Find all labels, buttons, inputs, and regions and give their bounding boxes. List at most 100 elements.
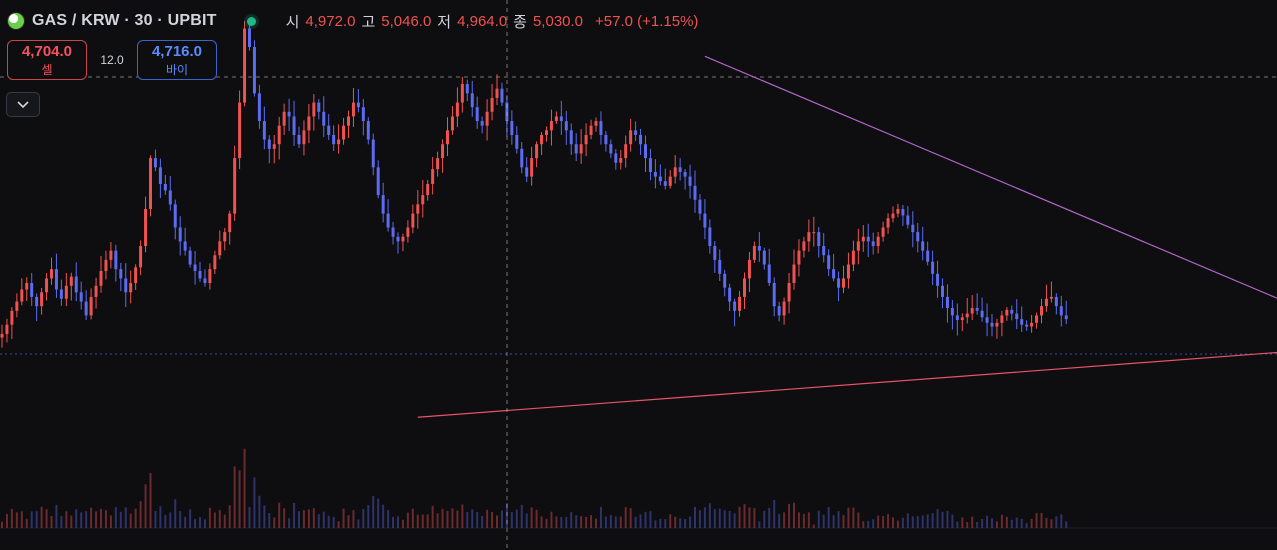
candle-body [876, 236, 880, 247]
volume-bar [416, 514, 419, 528]
volume-bar [50, 515, 53, 528]
candle-body [40, 292, 44, 307]
volume-bar [896, 520, 899, 528]
volume-bar [763, 510, 766, 528]
candle-body [515, 134, 519, 149]
candle-body [945, 296, 949, 309]
volume-bar [892, 517, 894, 528]
buy-button[interactable]: 4,716.0 바이 [137, 40, 217, 80]
candle-body [535, 144, 539, 159]
candle-body [15, 301, 19, 311]
volume-bar [377, 498, 380, 528]
candle-body [238, 102, 242, 159]
candle-body [525, 167, 529, 177]
candle-body [351, 102, 355, 117]
candle-body [104, 259, 108, 271]
volume-bar [332, 516, 335, 528]
open-label: 시 [285, 13, 300, 31]
volume-bar [862, 521, 865, 528]
candle-body [480, 121, 484, 126]
volume-bar [342, 508, 345, 528]
candle-body [5, 324, 9, 334]
volume-bar [520, 504, 523, 528]
candle-body [965, 313, 969, 318]
candle-body [84, 301, 88, 316]
candle-body [252, 47, 256, 94]
candle-body [901, 208, 905, 216]
volume-bar [199, 517, 201, 528]
candle-body [970, 308, 974, 314]
volume-bar [644, 511, 647, 528]
volume-bar [184, 516, 187, 528]
collapse-legend-button[interactable] [6, 92, 40, 117]
resistance-trendline[interactable] [704, 55, 1277, 336]
candle-body [619, 158, 623, 163]
ohlc-legend: 시 4,972.0 고 5,046.0 저 4,964.0 종 5,030.0 … [286, 11, 699, 32]
sell-button[interactable]: 4,704.0 셀 [7, 40, 87, 80]
candle-body [50, 269, 53, 279]
volume-bar [149, 472, 152, 528]
volume-bar [421, 514, 424, 528]
candle-body [926, 250, 930, 262]
volume-bar [104, 510, 107, 528]
volume-bar [372, 495, 375, 528]
volume-bar [95, 511, 98, 528]
volume-bar [842, 514, 845, 528]
candle-body [668, 176, 672, 186]
candle-body [322, 111, 326, 126]
symbol-title[interactable]: GAS / KRW · 30 · UPBIT [32, 12, 217, 29]
volume-bar [1065, 521, 1068, 528]
sell-price: 4,704.0 [21, 42, 73, 60]
volume-bar [708, 503, 711, 528]
candle-body [980, 310, 984, 318]
volume-bar [793, 502, 795, 528]
candle-body [386, 213, 390, 228]
candle-body [124, 278, 128, 293]
volume-bar [728, 511, 731, 528]
volume-bar [491, 511, 494, 528]
volume-bar [926, 514, 929, 528]
candle-body [243, 28, 247, 103]
volume-bar [134, 508, 137, 528]
volume-bar [629, 508, 632, 528]
symbol-header: GAS / KRW · 30 · UPBIT 시 4,972.0 고 5,046… [8, 9, 698, 33]
volume-bar [778, 514, 781, 528]
volume-bar [852, 507, 855, 528]
volume-bar [179, 511, 182, 528]
volume-bar [223, 514, 226, 528]
volume-bar [545, 518, 548, 528]
volume-bar [530, 507, 533, 528]
candle-body [673, 167, 677, 177]
volume-bar [669, 514, 672, 528]
candle-body [574, 144, 578, 154]
candle-body [158, 167, 162, 184]
candle-body [648, 158, 652, 172]
support-trendline[interactable] [417, 340, 1277, 418]
volume-bar [733, 513, 736, 528]
candle-body [886, 218, 890, 228]
volume-bar [90, 507, 93, 528]
candle-body [35, 296, 39, 307]
volume-bar [802, 513, 805, 528]
market-status-icon [246, 16, 256, 26]
volume-bar [718, 508, 721, 528]
candle-body [69, 276, 73, 286]
candle-body [144, 208, 148, 247]
candle-body [604, 134, 608, 145]
candle-body [644, 144, 647, 159]
volume-bar [293, 503, 296, 528]
volume-bar [144, 484, 147, 528]
candle-body [752, 246, 756, 260]
candle-body [653, 171, 657, 177]
candle-body [64, 285, 68, 299]
volume-bar [401, 519, 404, 528]
candle-body [510, 121, 514, 135]
candle-body [738, 296, 742, 311]
candle-body [139, 246, 143, 268]
candle-body [292, 116, 296, 135]
volume-bar [570, 512, 573, 528]
volume-bar [807, 512, 810, 528]
volume-bar [189, 509, 192, 528]
candle-body [500, 88, 504, 103]
